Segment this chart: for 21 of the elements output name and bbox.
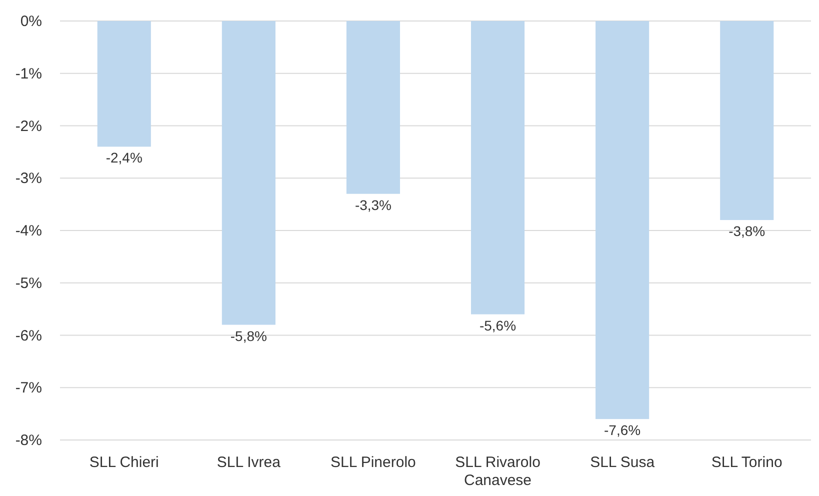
y-tick-label: -6% [15, 327, 42, 344]
y-tick-label: 0% [20, 13, 42, 30]
y-tick-label: -3% [15, 170, 42, 188]
x-tick-label: SLL Torino [711, 454, 782, 471]
data-label: -5,8% [230, 328, 267, 344]
y-tick-label: -7% [15, 380, 42, 397]
data-label: -3,3% [354, 196, 392, 213]
x-tick-label: SLL Chieri [89, 454, 159, 471]
y-tick-label: -8% [15, 432, 42, 449]
data-label: -2,4% [106, 150, 142, 166]
x-tick-label: SLL Ivrea [216, 454, 282, 471]
x-tick-label: SLL Pinerolo [330, 454, 416, 471]
y-tick-label: -2% [15, 118, 42, 135]
y-tick-label: -5% [15, 274, 42, 292]
data-label: -3,8% [728, 223, 766, 240]
x-tick-label: SLL Rivarolo Canavese [455, 454, 540, 489]
y-tick-label: -4% [15, 222, 42, 240]
data-label: -5,6% [479, 317, 516, 334]
x-tick-label: SLL Susa [590, 454, 656, 471]
data-label: -7,6% [604, 422, 641, 438]
y-tick-label: -1% [15, 65, 42, 82]
